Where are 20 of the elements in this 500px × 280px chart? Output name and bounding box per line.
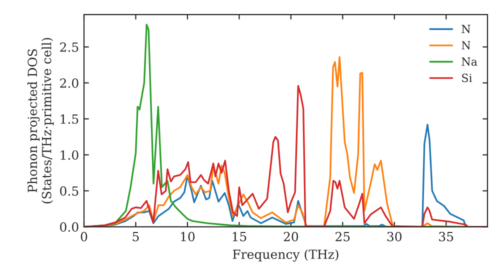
x-tick-label: 10 [181,232,195,242]
y-tick-label: 0.0 [60,222,78,232]
x-tick-label: 0 [80,232,88,242]
x-tick-label: 35 [439,232,454,242]
x-tick-label: 20 [284,232,298,242]
legend-label: N [462,41,470,50]
y-axis-title: Phonon projected DOS (States/THz·primitive cell) [27,38,54,204]
y-tick-label: 1.0 [60,150,78,160]
x-tick-label: 15 [232,232,246,242]
x-tick-label: 5 [132,232,139,242]
y-tick-label: 2.5 [60,42,78,52]
x-tick-label: 30 [387,232,402,242]
legend-label: Na [462,58,478,66]
legend-label: N [462,24,470,34]
y-tick-label: 2.0 [60,78,78,88]
x-axis-title: Frequency (THz) [232,249,338,262]
legend-label: Si [462,74,472,82]
y-tick-label: 1.5 [60,114,78,124]
x-tick-label: 25 [336,232,350,242]
y-tick-label: 0.5 [60,186,78,196]
